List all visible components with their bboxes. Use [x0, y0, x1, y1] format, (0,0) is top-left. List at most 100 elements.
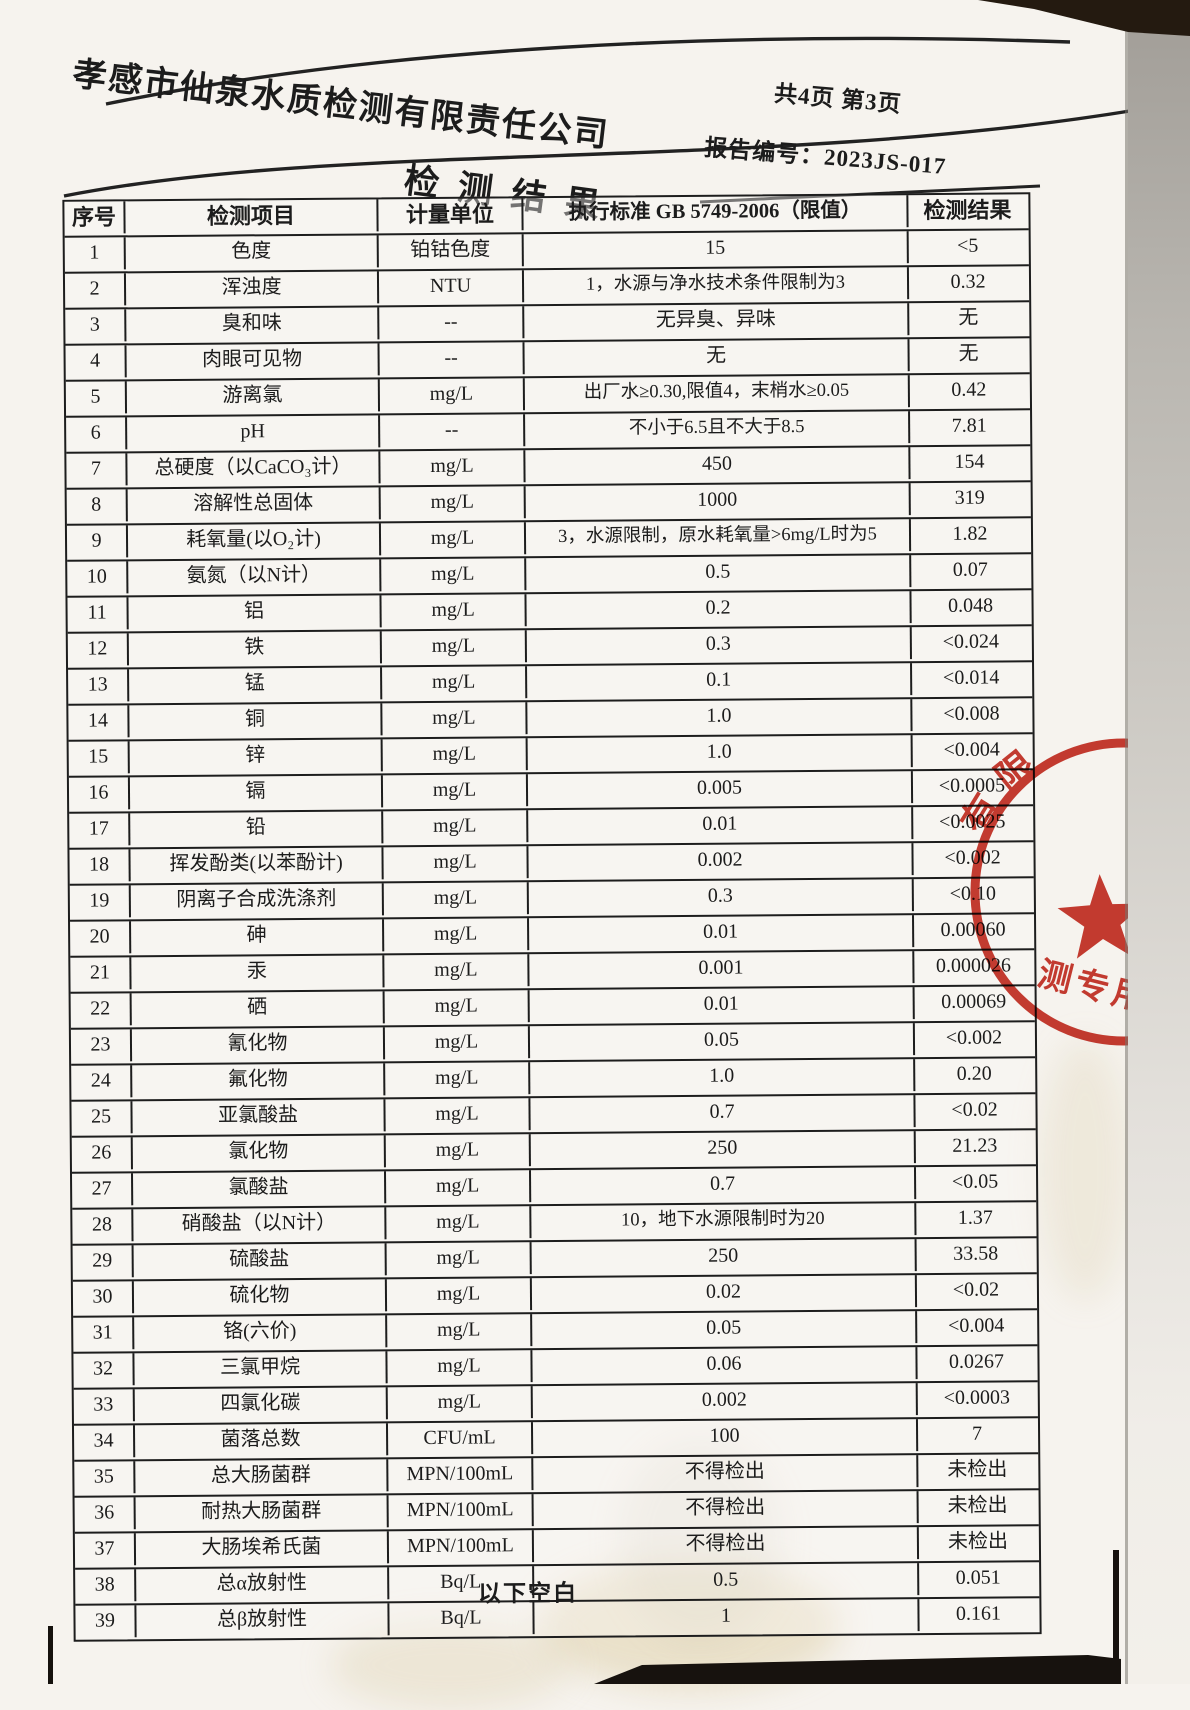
- cell-item: 硫化物: [133, 1279, 388, 1314]
- cell-limit: 0.002: [528, 843, 914, 879]
- cell-no: 2: [64, 273, 127, 306]
- cell-item: 菌落总数: [134, 1423, 389, 1458]
- cell-limit: 0.005: [527, 771, 914, 807]
- cell-item: 三氯甲烷: [134, 1351, 388, 1386]
- cell-result: 0.32: [950, 270, 986, 293]
- cell-unit: mg/L: [387, 1314, 533, 1348]
- cell-no: 12: [67, 633, 130, 666]
- cell-no: 5: [65, 381, 128, 414]
- cell-limit: 450: [525, 447, 911, 483]
- cell-item: 臭和味: [126, 307, 380, 342]
- cell-result: <0.10: [949, 882, 997, 905]
- cell-limit: 0.001: [529, 951, 915, 987]
- cell-limit: 0.3: [526, 627, 912, 663]
- cell-item: 硒: [131, 991, 385, 1026]
- cell-limit: 0.1: [527, 663, 913, 699]
- header-unit: 计量单位: [378, 198, 524, 232]
- cell-result: 0.07: [952, 558, 988, 581]
- cell-result: 7: [971, 1422, 983, 1445]
- cell-result: <0.008: [943, 702, 1000, 725]
- table-body: 1 色度 铂钴色度 15 <5 2 浑浊度 NTU 1，水源与净水技术条件限制为3 0.32 3 臭和…: [64, 230, 1040, 1640]
- cell-result: 1.82: [952, 522, 988, 545]
- cell-unit: mg/L: [381, 630, 527, 664]
- blank-below-note: 以下空白: [477, 1580, 579, 1607]
- page-edge-line: [1113, 1550, 1119, 1684]
- cell-unit: mg/L: [383, 846, 529, 880]
- cell-unit: --: [380, 414, 526, 448]
- cell-limit: 0.5: [534, 1563, 920, 1599]
- cell-unit: mg/L: [385, 1170, 532, 1204]
- cell-limit: 250: [530, 1131, 916, 1167]
- cell-item: 耗氧量(以O₂计): [127, 523, 382, 558]
- cell-item: 铁: [128, 631, 383, 666]
- cell-limit: 0.01: [529, 915, 915, 951]
- cell-no: 3: [65, 309, 127, 342]
- cell-unit: mg/L: [382, 774, 529, 808]
- cell-unit: mg/L: [380, 450, 526, 484]
- cell-no: 1: [64, 237, 126, 270]
- cell-result: <0.002: [945, 1026, 1003, 1049]
- cell-result: <0.05: [951, 1170, 999, 1193]
- cell-item: 游离氯: [126, 379, 381, 414]
- cell-no: 28: [72, 1209, 134, 1242]
- cell-unit: mg/L: [384, 990, 530, 1024]
- cell-no: 11: [67, 597, 129, 630]
- cell-limit: 0.3: [528, 879, 914, 915]
- cell-result: 0.000026: [935, 954, 1011, 977]
- cell-no: 17: [69, 813, 131, 846]
- cell-no: 23: [70, 1029, 133, 1062]
- cell-result: <0.02: [952, 1278, 1000, 1301]
- cell-item: 总β放射性: [136, 1603, 390, 1638]
- cell-unit: mg/L: [383, 810, 529, 844]
- cell-unit: CFU/mL: [387, 1422, 534, 1456]
- cell-item: 氟化物: [132, 1063, 386, 1098]
- cell-result: <0.0003: [943, 1386, 1011, 1409]
- cell-no: 35: [74, 1461, 136, 1494]
- cell-item: 色度: [125, 235, 379, 270]
- cell-item: 砷: [131, 919, 385, 954]
- cell-no: 21: [70, 957, 132, 990]
- header-limit: 执行标准 GB 5749-2006（限值）: [523, 195, 909, 231]
- cell-no: 7: [66, 453, 128, 486]
- cell-result: 0.20: [956, 1062, 992, 1085]
- cell-unit: --: [379, 342, 525, 376]
- cell-unit: mg/L: [385, 1134, 531, 1168]
- paper-stain: [1040, 1040, 1130, 1300]
- cell-no: 8: [66, 489, 128, 522]
- cell-limit: 15: [523, 231, 909, 267]
- cell-unit: mg/L: [386, 1206, 532, 1240]
- cell-item: 亚氯酸盐: [132, 1099, 386, 1134]
- header-result: 检测结果: [923, 197, 1012, 224]
- cell-unit: mg/L: [386, 1278, 533, 1312]
- cell-item: 汞: [131, 955, 385, 990]
- cell-result: 0.00069: [941, 990, 1007, 1013]
- cell-limit: 0.02: [531, 1275, 918, 1311]
- cell-no: 33: [73, 1389, 135, 1422]
- cell-result: 154: [954, 450, 985, 473]
- cell-item: 氯化物: [132, 1135, 386, 1170]
- cell-no: 20: [70, 921, 132, 954]
- header-item: 检测项目: [125, 199, 379, 234]
- cell-result: 33.58: [953, 1242, 999, 1265]
- cell-no: 38: [75, 1569, 137, 1602]
- cell-unit: mg/L: [383, 882, 529, 916]
- cell-item: 浑浊度: [125, 271, 380, 306]
- cell-no: 9: [66, 525, 129, 558]
- cell-result: 无: [958, 306, 979, 329]
- cell-unit: mg/L: [381, 558, 527, 592]
- cell-no: 39: [75, 1605, 137, 1638]
- cell-item: 镉: [129, 775, 384, 810]
- cell-no: 10: [67, 561, 129, 594]
- cell-unit: --: [379, 306, 525, 340]
- cell-no: 32: [73, 1353, 135, 1386]
- cell-item: 铜: [129, 703, 383, 738]
- cell-result: 0.048: [947, 594, 994, 617]
- cell-item: 肉眼可见物: [126, 343, 380, 378]
- cell-no: 37: [74, 1533, 137, 1566]
- cell-limit: 0.05: [529, 1023, 916, 1059]
- cell-unit: mg/L: [382, 702, 528, 736]
- cell-no: 24: [71, 1065, 133, 1098]
- cell-result: <0.0025: [939, 810, 1006, 833]
- cell-no: 13: [68, 669, 130, 702]
